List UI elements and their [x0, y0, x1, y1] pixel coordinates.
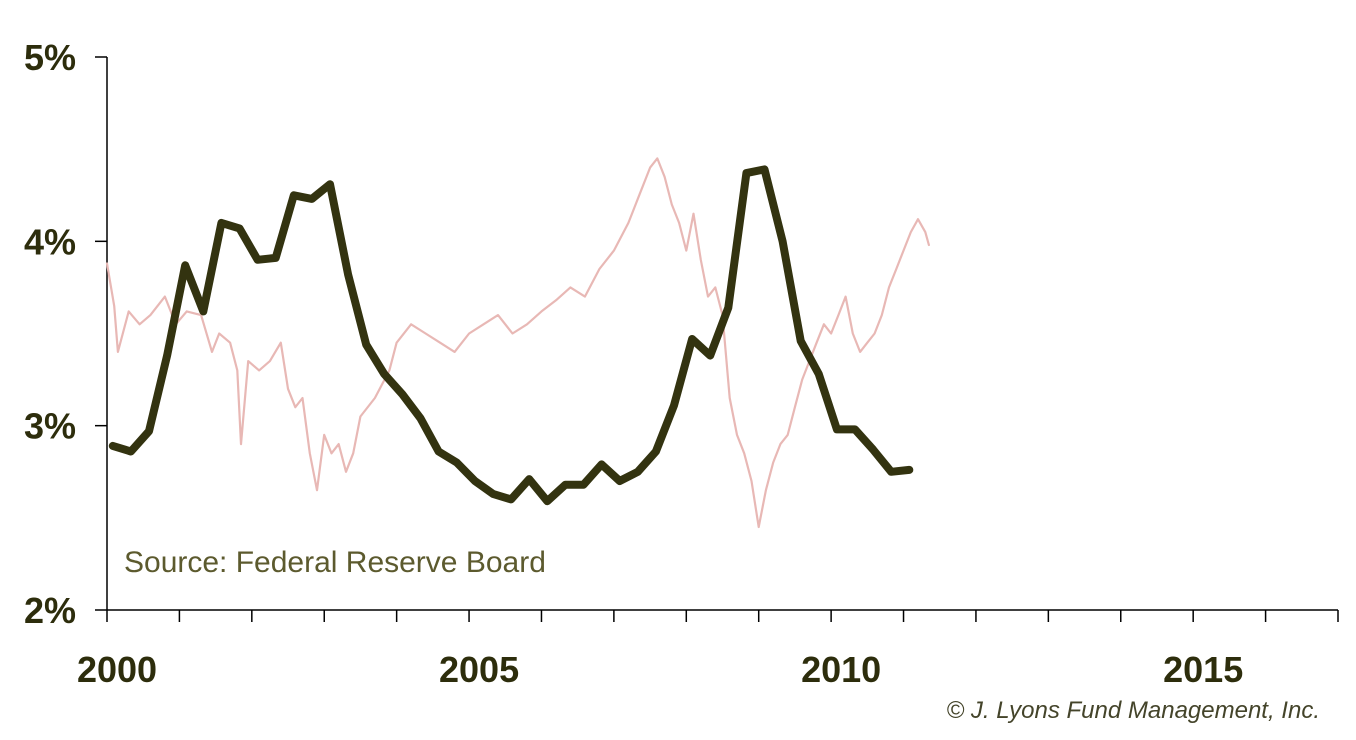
y-tick-label: 3% — [24, 406, 76, 447]
series-line-2 — [108, 165, 914, 506]
chart-axes — [106, 57, 1338, 611]
series-line-1 — [105, 157, 930, 529]
x-tick-label: 2010 — [801, 649, 881, 690]
x-tick-label: 2015 — [1163, 649, 1243, 690]
y-tick-label: 5% — [24, 37, 76, 78]
y-tick-label: 2% — [24, 590, 76, 631]
x-ticks: 2000 2005 2010 2015 — [77, 610, 1339, 690]
x-tick-label: 2000 — [77, 649, 157, 690]
y-ticks: 2% 3% 4% 5% — [24, 37, 107, 631]
series-layer — [105, 157, 930, 529]
copyright-credit: © J. Lyons Fund Management, Inc. — [947, 697, 1320, 724]
x-tick-label: 2005 — [439, 649, 519, 690]
source-annotation: Source: Federal Reserve Board — [124, 546, 546, 579]
y-tick-label: 4% — [24, 221, 76, 262]
